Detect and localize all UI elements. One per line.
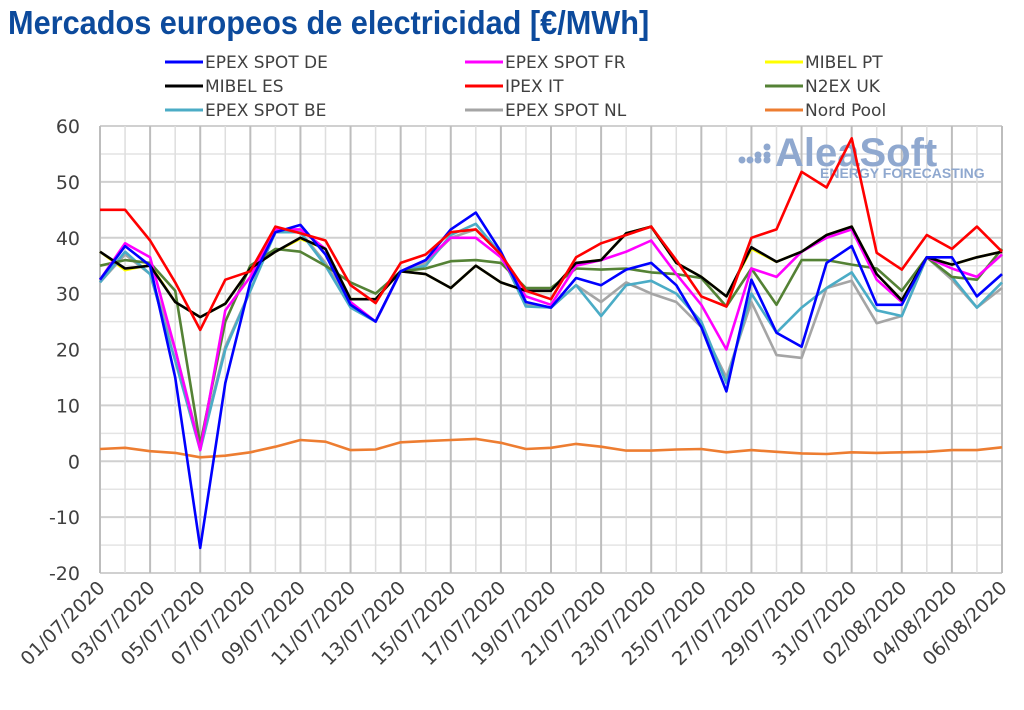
series-lines [98, 137, 1004, 550]
series-line-epex-spot-de [98, 211, 1003, 550]
legend-item: EPEX SPOT DE [165, 53, 328, 73]
legend-item: MIBEL ES [165, 77, 284, 97]
chart-title: Mercados europeos de electricidad [€/MWh… [8, 4, 650, 41]
legend-label: EPEX SPOT FR [505, 53, 626, 73]
legend-label: EPEX SPOT DE [205, 53, 328, 73]
legend: EPEX SPOT DE EPEX SPOT FR MIBEL PT MIBEL ES… [165, 53, 886, 121]
y-tick-label: 10 [56, 395, 80, 417]
legend-label: MIBEL PT [805, 53, 883, 73]
legend-label: MIBEL ES [205, 77, 284, 97]
y-tick-label: -20 [49, 563, 80, 585]
y-tick-label: 20 [56, 340, 80, 362]
y-tick-label: 0 [68, 451, 80, 473]
legend-label: EPEX SPOT BE [205, 101, 326, 121]
grid [99, 125, 1003, 574]
watermark-tagline: ENERGY FORECASTING [820, 165, 985, 181]
aleasoft-logo-dots-icon [738, 143, 771, 164]
y-tick-label: -10 [49, 507, 80, 529]
series-line-ipex-it [100, 137, 1003, 332]
legend-item: MIBEL PT [765, 53, 883, 73]
series-line-epex-spot-fr [98, 228, 1003, 452]
series-line-n2ex-uk [99, 247, 1004, 446]
legend-item: EPEX SPOT NL [465, 101, 627, 121]
aleasoft-watermark: AleaSoft ENERGY FORECASTING [738, 131, 985, 181]
legend-item: EPEX SPOT FR [465, 53, 626, 73]
legend-item: EPEX SPOT BE [165, 101, 326, 121]
series-line-nord-pool [99, 437, 1003, 459]
legend-label: IPEX IT [505, 77, 564, 97]
y-tick-label: 30 [56, 284, 80, 306]
y-tick-label: 40 [56, 228, 80, 250]
legend-label: Nord Pool [805, 101, 886, 121]
series-line-mibel-es [99, 225, 1003, 319]
y-axis: -20 -10 0 10 20 30 40 50 60 [49, 116, 80, 585]
x-axis: 01/07/202003/07/202005/07/202007/07/2020… [17, 577, 1012, 670]
legend-item: N2EX UK [765, 77, 881, 97]
legend-label: EPEX SPOT NL [505, 101, 627, 121]
y-tick-label: 60 [56, 116, 80, 138]
legend-label: N2EX UK [805, 77, 881, 97]
y-tick-label: 50 [56, 172, 80, 194]
legend-item: Nord Pool [765, 101, 886, 121]
legend-item: IPEX IT [465, 77, 564, 97]
